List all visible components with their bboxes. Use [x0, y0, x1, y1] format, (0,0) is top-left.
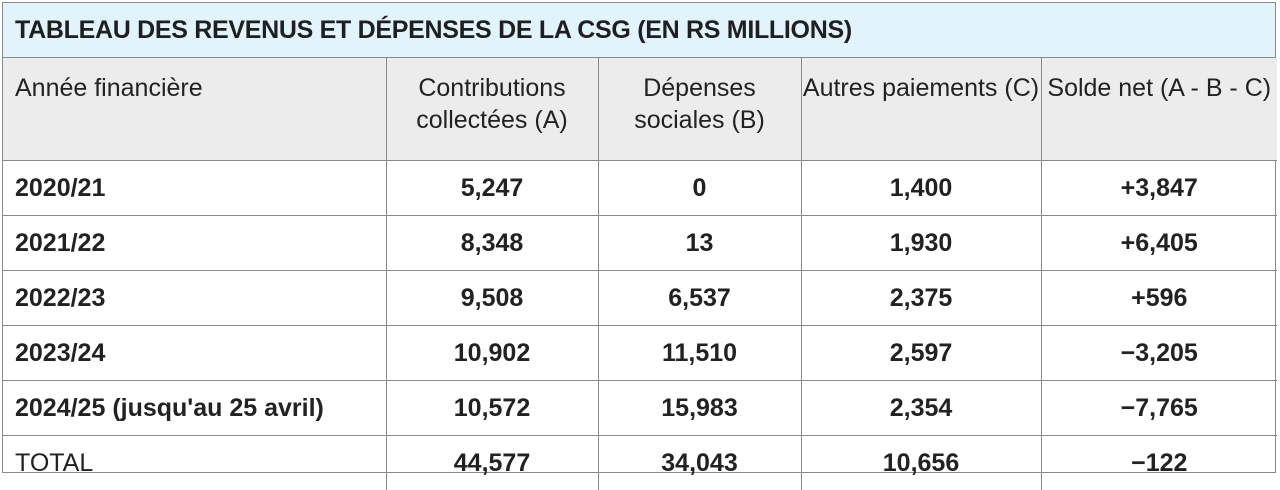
header-row: Année financière Contributions collectée… [3, 58, 1277, 161]
cell-other-payments: 2,375 [801, 271, 1041, 326]
cell-year: TOTAL [3, 436, 386, 490]
header-net-balance: Solde net (A - B - C) [1041, 58, 1277, 161]
cell-contributions: 44,577 [386, 436, 598, 490]
cell-social-expenses: 0 [598, 161, 801, 216]
cell-year: 2024/25 (jusqu'au 25 avril) [3, 381, 386, 436]
header-social-expenses: Dépenses sociales (B) [598, 58, 801, 161]
cell-year: 2022/23 [3, 271, 386, 326]
cell-contributions: 8,348 [386, 216, 598, 271]
cell-year: 2023/24 [3, 326, 386, 381]
csg-table-container: TABLEAU DES REVENUS ET DÉPENSES DE LA CS… [2, 2, 1276, 473]
table-title: TABLEAU DES REVENUS ET DÉPENSES DE LA CS… [3, 3, 1275, 58]
cell-other-payments: 2,597 [801, 326, 1041, 381]
cell-net-balance: −122 [1041, 436, 1277, 490]
header-other-payments: Autres paiements (C) [801, 58, 1041, 161]
cell-social-expenses: 13 [598, 216, 801, 271]
cell-contributions: 9,508 [386, 271, 598, 326]
cell-other-payments: 1,400 [801, 161, 1041, 216]
cell-social-expenses: 34,043 [598, 436, 801, 490]
cell-contributions: 10,902 [386, 326, 598, 381]
header-contributions: Contributions collectées (A) [386, 58, 598, 161]
header-year: Année financière [3, 58, 386, 161]
cell-other-payments: 10,656 [801, 436, 1041, 490]
cell-social-expenses: 11,510 [598, 326, 801, 381]
cell-net-balance: −3,205 [1041, 326, 1277, 381]
cell-net-balance: −7,765 [1041, 381, 1277, 436]
cell-year: 2020/21 [3, 161, 386, 216]
cell-social-expenses: 6,537 [598, 271, 801, 326]
cell-year: 2021/22 [3, 216, 386, 271]
cell-other-payments: 1,930 [801, 216, 1041, 271]
cell-net-balance: +6,405 [1041, 216, 1277, 271]
cell-net-balance: +596 [1041, 271, 1277, 326]
cell-social-expenses: 15,983 [598, 381, 801, 436]
cell-contributions: 10,572 [386, 381, 598, 436]
cell-net-balance: +3,847 [1041, 161, 1277, 216]
cell-other-payments: 2,354 [801, 381, 1041, 436]
revenue-expense-table: Année financière Contributions collectée… [3, 58, 1277, 490]
cell-contributions: 5,247 [386, 161, 598, 216]
